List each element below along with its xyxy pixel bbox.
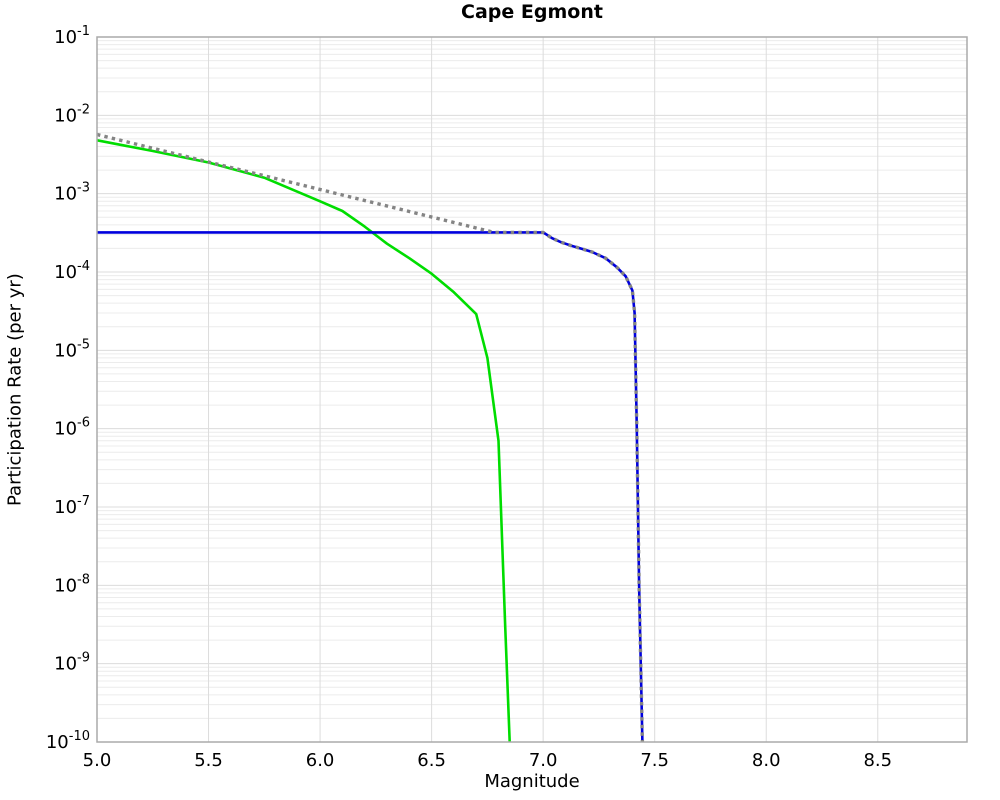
x-tick-label: 5.0 — [83, 750, 112, 771]
y-tick-label: 10-5 — [54, 337, 90, 361]
y-axis-label: Participation Rate (per yr) — [4, 273, 26, 506]
data-series — [97, 132, 645, 742]
y-tick-label: 10-10 — [46, 729, 90, 753]
y-tick-label: 10-6 — [54, 416, 90, 440]
x-tick-label: 5.5 — [194, 750, 223, 771]
y-tick-label: 10-9 — [54, 651, 90, 675]
x-axis-tick-labels: 5.0 5.5 6.0 6.5 7.0 7.5 8.0 8.5 — [83, 750, 892, 771]
green-solid-curve — [97, 139, 511, 742]
x-axis-label: Magnitude — [484, 771, 580, 792]
y-tick-label: 10-1 — [54, 24, 90, 48]
x-tick-label: 8.0 — [752, 750, 781, 771]
major-gridlines — [96, 36, 967, 743]
x-tick-label: 7.5 — [640, 750, 669, 771]
y-tick-label: 10-7 — [54, 494, 90, 518]
chart-title: Cape Egmont — [461, 1, 603, 23]
y-tick-label: 10-8 — [54, 572, 90, 596]
x-tick-label: 7.0 — [529, 750, 558, 771]
y-tick-label: 10-2 — [54, 102, 90, 126]
x-tick-label: 8.5 — [863, 750, 892, 771]
y-axis-tick-labels: 10-1 10-2 10-3 10-4 10-5 10-6 10-7 10-8 10-9 10-1… — [46, 24, 90, 753]
y-tick-label: 10-4 — [54, 259, 90, 283]
minor-gridlines — [97, 40, 967, 719]
blue-solid-curve — [97, 231, 644, 742]
x-tick-label: 6.5 — [417, 750, 446, 771]
x-tick-label: 6.0 — [306, 750, 335, 771]
plot-border — [96, 36, 968, 743]
y-tick-label: 10-3 — [54, 181, 90, 205]
gray-dotted-curve — [97, 132, 645, 742]
